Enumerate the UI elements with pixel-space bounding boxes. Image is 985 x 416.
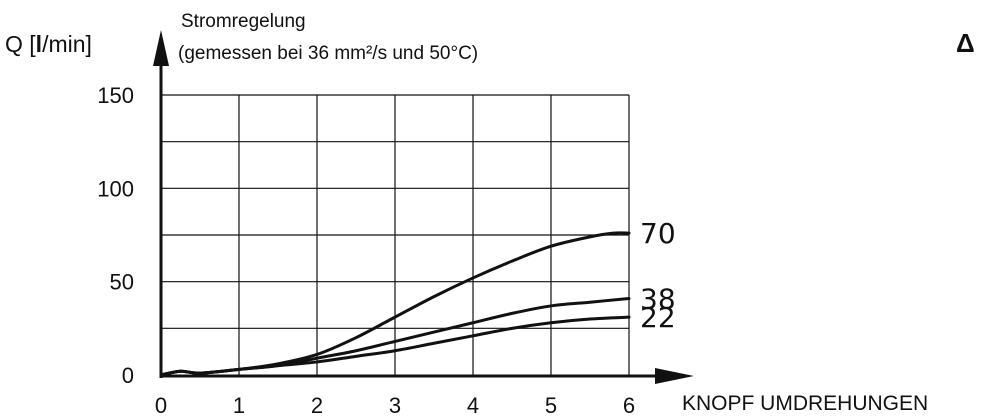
y-tick-label: 150 bbox=[97, 83, 134, 108]
y-axis-arrow bbox=[153, 30, 169, 66]
x-tick-label: 1 bbox=[233, 393, 245, 416]
x-tick-label: 5 bbox=[545, 393, 557, 416]
series-label-38: 38 bbox=[640, 282, 676, 315]
x-tick-label: 3 bbox=[389, 393, 401, 416]
chart-subtitle: (gemessen bei 36 mm²/s und 50°C) bbox=[178, 43, 478, 64]
x-tick-label: 0 bbox=[155, 393, 167, 416]
x-tick-label: 6 bbox=[623, 393, 635, 416]
y-axis-label: Q [l/min] bbox=[5, 31, 92, 57]
series-line-22 bbox=[159, 315, 631, 377]
tick-labels: 0 1 2 3 4 5 6 0 50 100 150 bbox=[97, 83, 635, 416]
y-tick-label: 100 bbox=[97, 176, 134, 201]
x-tick-label: 2 bbox=[311, 393, 323, 416]
x-tick-label: 4 bbox=[467, 393, 479, 416]
grid bbox=[161, 94, 630, 375]
series-label-70: 70 bbox=[640, 217, 676, 250]
x-axis-arrow bbox=[655, 368, 694, 384]
x-axis-label: KNOPF UMDREHUNGEN bbox=[682, 392, 928, 415]
y-tick-label: 0 bbox=[122, 363, 134, 388]
curves bbox=[159, 231, 631, 377]
y-tick-label: 50 bbox=[110, 270, 134, 295]
delta-symbol: Δ bbox=[956, 28, 975, 58]
axes bbox=[153, 30, 694, 384]
series-label-22: 22 bbox=[640, 301, 676, 334]
chart-title: Stromregelung bbox=[181, 11, 306, 32]
